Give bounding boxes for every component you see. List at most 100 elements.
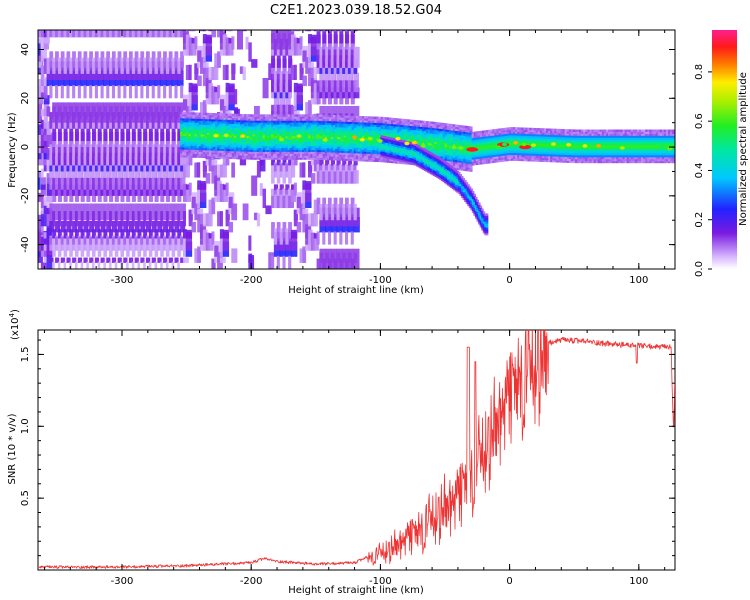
heatmap-band-cell	[217, 146, 221, 149]
heatmap-noise-cell	[140, 220, 146, 233]
heatmap-band-cell	[351, 156, 355, 160]
heatmap-band-cell	[275, 120, 279, 123]
heatmap-noise-cell	[43, 77, 49, 87]
heatmap-band-cell	[264, 114, 268, 117]
heatmap-band-cell	[186, 121, 190, 125]
heatmap-band-cell	[297, 139, 301, 143]
heatmap-band-cell	[335, 124, 339, 128]
heatmap-noise-cell	[177, 211, 181, 227]
heatmap-noise-cell	[38, 50, 43, 62]
heatmap-band-cell	[465, 157, 469, 160]
heatmap-noise-cell	[290, 34, 296, 56]
heatmap-band-cell	[318, 126, 322, 129]
heatmap-noise-cell	[217, 211, 221, 227]
heatmap-noise-cell	[160, 261, 163, 269]
heatmap-band-cell	[341, 156, 345, 159]
heatmap-band-cell	[200, 128, 204, 131]
heatmap-noise-cell	[160, 106, 164, 117]
heatmap-band-cell	[362, 149, 366, 152]
heatmap-noise-cell	[89, 257, 94, 263]
heatmap-band-cell	[335, 146, 339, 149]
heatmap-noise-cell	[333, 30, 339, 32]
heatmap-noise-cell	[225, 209, 230, 221]
heatmap-band-cell	[308, 131, 312, 135]
heatmap-noise-cell	[319, 72, 325, 93]
heatmap-band-cell	[314, 149, 318, 152]
heatmap-band-cell	[341, 119, 345, 122]
heatmap-noise-cell	[160, 229, 165, 239]
heatmap-band-cell	[374, 151, 378, 155]
heatmap-band-cell	[347, 117, 351, 120]
heatmap-band-cell	[347, 137, 351, 140]
heatmap-band-cell	[308, 143, 312, 147]
heatmap-noise-cell	[322, 197, 327, 215]
heatmap-band-cell	[450, 143, 454, 147]
heatmap-band-cell	[457, 136, 461, 140]
heatmap-noise-cell	[327, 231, 332, 245]
heatmap-band-cell	[357, 143, 361, 146]
heatmap-band-cell	[440, 130, 444, 134]
heatmap-band-cell	[235, 152, 239, 156]
heatmap-band-cell	[304, 129, 308, 133]
heatmap-noise-cell	[316, 164, 320, 172]
heatmap-noise-cell	[148, 30, 155, 38]
heatmap-band-cell	[297, 129, 301, 133]
heatmap-band-cell	[374, 153, 378, 157]
heatmap-band-cell	[347, 148, 351, 152]
heatmap-band-cell	[417, 128, 421, 131]
heatmap-noise-cell	[225, 182, 229, 196]
heatmap-band-cell	[438, 140, 442, 143]
heatmap-band-cell	[333, 124, 337, 128]
heatmap-noise-cell	[168, 85, 172, 99]
heatmap-noise-cell	[165, 119, 172, 129]
heatmap-noise-cell	[109, 106, 113, 117]
heatmap-band-cell	[444, 140, 448, 144]
heatmap-band-cell	[223, 130, 227, 134]
heatmap-noise-cell	[69, 121, 74, 141]
heatmap-band-cell	[306, 124, 310, 127]
heatmap-band-cell	[475, 137, 479, 140]
heatmap-band-cell	[438, 149, 442, 153]
heatmap-band-cell	[242, 116, 246, 119]
heatmap-noise-cell	[200, 30, 204, 32]
heatmap-band-cell	[364, 125, 368, 129]
heatmap-band-cell	[202, 145, 206, 149]
heatmap-band-cell	[469, 128, 473, 131]
heatmap-band-cell	[364, 147, 368, 150]
heatmap-band-cell	[258, 124, 262, 127]
heatmap-band-cell	[217, 142, 221, 145]
heatmap-band-cell	[312, 157, 316, 160]
heatmap-band-cell	[266, 141, 270, 145]
heatmap-noise-cell	[345, 258, 350, 269]
heatmap-band-cell	[426, 142, 430, 146]
heatmap-band-cell	[355, 121, 359, 125]
heatmap-band-cell	[264, 135, 268, 139]
heatmap-noise-cell	[134, 85, 138, 99]
heatmap-band-cell	[328, 118, 332, 122]
heatmap-noise-cell	[248, 253, 253, 263]
heatmap-noise-cell	[248, 235, 252, 251]
heatmap-noise-cell	[97, 121, 102, 141]
heatmap-band-cell	[314, 124, 318, 127]
heatmap-band-cell	[450, 157, 454, 160]
heatmap-band-cell	[275, 141, 279, 145]
heatmap-band-cell	[250, 135, 254, 139]
heatmap-band-cell	[225, 148, 229, 152]
heatmap-noise-cell	[219, 233, 225, 251]
heatmap-band-cell	[477, 162, 481, 165]
heatmap-band-cell	[281, 135, 285, 139]
heatmap-noise-cell	[316, 30, 321, 44]
heatmap-band-cell	[273, 120, 277, 123]
heatmap-band-cell	[455, 126, 459, 129]
heatmap-band-cell	[368, 149, 372, 152]
heatmap-noise-cell	[313, 154, 320, 172]
heatmap-band-cell	[244, 123, 248, 127]
heatmap-band-cell	[333, 156, 337, 159]
heatmap-band-cell	[213, 154, 217, 157]
heatmap-band-cell	[335, 144, 339, 147]
heatmap-noise-cell	[163, 236, 168, 245]
heatmap-noise-cell	[103, 211, 107, 227]
heatmap-band-cell	[285, 135, 289, 139]
heatmap-band-cell	[434, 151, 438, 154]
heatmap-band-cell	[188, 120, 192, 123]
